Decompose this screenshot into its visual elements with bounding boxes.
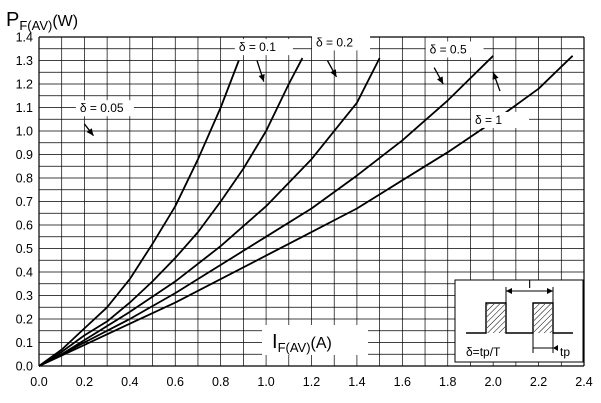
curve-label-arrowhead xyxy=(258,74,265,82)
curve-label-0: δ = 0.05 xyxy=(80,101,124,115)
x-axis-title: IF(AV)(A) xyxy=(272,331,332,355)
duty-formula: δ=tp/T xyxy=(466,345,501,359)
y-tick-label: 0.6 xyxy=(16,219,33,233)
y-tick-label: 0.3 xyxy=(16,289,33,303)
y-tick-label: 0.8 xyxy=(16,172,33,186)
annotations: δ = 0.05 δ = 0.1 δ = 0.2 δ = 0.5 δ = 1 xyxy=(75,34,529,137)
x-tick-label: 0.4 xyxy=(121,375,138,389)
pulse-2 xyxy=(534,304,552,333)
x-tick-label: 2.2 xyxy=(530,375,547,389)
x-tick-label: 0.8 xyxy=(212,375,229,389)
y-tick-label: 0.7 xyxy=(16,195,33,209)
x-axis-title-box: IF(AV)(A) xyxy=(262,325,368,355)
curve-label-arrowhead xyxy=(86,128,94,136)
y-tick-label: 1.0 xyxy=(16,125,33,139)
pulse-waveform xyxy=(466,302,573,334)
y-tick-label: 0.9 xyxy=(16,148,33,162)
y-tick-label: 0.2 xyxy=(16,313,33,327)
y-tick-label: 1.4 xyxy=(16,31,33,45)
x-tick-label: 1.0 xyxy=(257,375,274,389)
y-tick-label: 0.4 xyxy=(16,266,33,280)
curve-label-4: δ = 1 xyxy=(475,113,502,127)
x-tick-label: 1.2 xyxy=(303,375,320,389)
period-label: T xyxy=(526,277,534,291)
curve-label-1: δ = 0.1 xyxy=(239,40,276,54)
curve-label-arrowhead xyxy=(492,72,499,80)
curve-label-bg xyxy=(312,34,371,51)
duty-cycle-inset: T tp δ=tp/T xyxy=(454,277,584,363)
series-line-0 xyxy=(38,60,240,367)
curve-label-arrowhead xyxy=(330,69,337,77)
series-line-1 xyxy=(38,57,304,367)
y-tick-label: 1.1 xyxy=(16,101,33,115)
x-tick-label: 1.4 xyxy=(348,375,365,389)
curve-label-2: δ = 0.2 xyxy=(316,35,353,49)
x-tick-label: 0.2 xyxy=(76,375,93,389)
y-axis-title: PF(AV)(W) xyxy=(6,9,78,33)
tick-labels: 0.0 0.2 0.4 0.6 0.8 1.0 1.2 1.4 1.6 1.8 2.0 2.2 2.4 0… xyxy=(16,31,593,390)
x-tick-label: 2.0 xyxy=(484,375,501,389)
x-tick-label: 1.6 xyxy=(394,375,411,389)
series-line-2 xyxy=(38,57,381,367)
curve-label-bg xyxy=(425,41,484,58)
series-line-3 xyxy=(38,55,494,367)
y-tick-label: 0.1 xyxy=(16,336,33,350)
pulse-width-label: tp xyxy=(560,345,570,359)
y-tick-label: 0.5 xyxy=(16,242,33,256)
x-tick-label: 1.8 xyxy=(439,375,456,389)
curve-label-arrowhead xyxy=(437,76,444,84)
curve-label-bg xyxy=(471,111,529,128)
x-tick-label: 0.0 xyxy=(30,375,47,389)
y-tick-label: 0.0 xyxy=(16,360,33,374)
curve-label-bg xyxy=(75,100,134,117)
curve-label-3: δ = 0.5 xyxy=(430,42,467,56)
x-tick-label: 2.4 xyxy=(575,375,592,389)
x-tick-label: 0.6 xyxy=(167,375,184,389)
y-tick-label: 1.3 xyxy=(16,54,33,68)
curve-label-bg xyxy=(234,39,293,56)
y-tick-label: 1.2 xyxy=(16,78,33,92)
pulse-1 xyxy=(487,304,505,333)
